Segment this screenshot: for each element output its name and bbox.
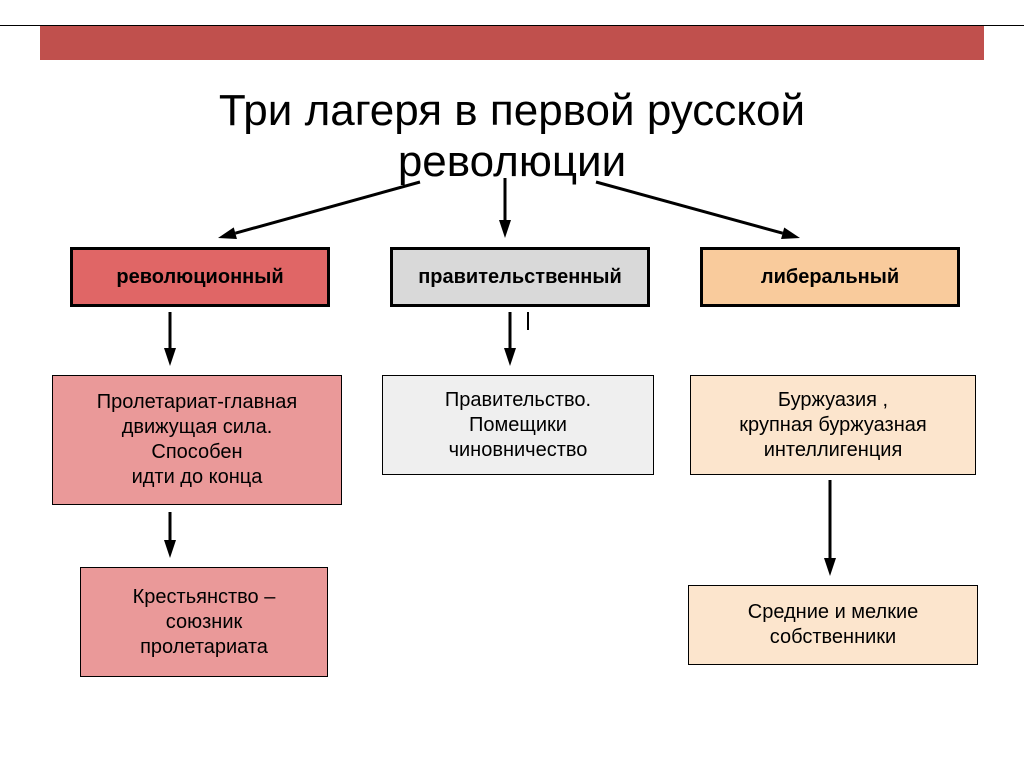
header-accent-bar — [40, 26, 984, 60]
title-line-1: Три лагеря в первой русской — [219, 86, 805, 135]
camp-revolutionary-label: революционный — [116, 266, 283, 289]
camp-liberal-label: либеральный — [761, 266, 899, 289]
diagram-title: Три лагеря в первой русской революции — [0, 86, 1024, 187]
gov-box-government-text: Правительство.Помещикичиновничество — [445, 388, 591, 463]
camp-liberal: либеральный — [700, 247, 960, 307]
lib-box-owners: Средние и мелкиесобственники — [688, 585, 978, 665]
camp-government: правительственный — [390, 247, 650, 307]
lib-box-bourgeoisie: Буржуазия ,крупная буржуазнаяинтеллигенц… — [690, 375, 976, 475]
title-line-2: революции — [398, 137, 626, 186]
gov-box-government: Правительство.Помещикичиновничество — [382, 375, 654, 475]
lib-box-owners-text: Средние и мелкиесобственники — [748, 600, 918, 650]
camp-revolutionary: революционный — [70, 247, 330, 307]
rev-box-peasantry-text: Крестьянство –союзникпролетариата — [133, 585, 276, 660]
rev-box-peasantry: Крестьянство –союзникпролетариата — [80, 567, 328, 677]
camp-government-label: правительственный — [418, 266, 622, 289]
lib-box-bourgeoisie-text: Буржуазия ,крупная буржуазнаяинтеллигенц… — [739, 388, 926, 463]
rev-box-proletariat-text: Пролетариат-главнаядвижущая сила.Способе… — [97, 390, 297, 490]
rev-box-proletariat: Пролетариат-главнаядвижущая сила.Способе… — [52, 375, 342, 505]
